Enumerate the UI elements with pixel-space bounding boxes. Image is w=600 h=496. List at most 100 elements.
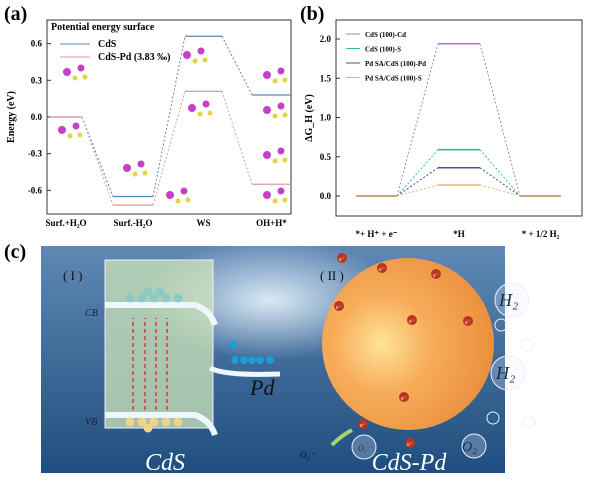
molecule-structure-icon: [166, 187, 191, 204]
reaction-arrow-icon: [330, 428, 353, 447]
electron-label: e⁻: [379, 267, 385, 273]
connector-line: [479, 43, 521, 197]
pd-atom: [231, 356, 239, 364]
electron-sphere: [125, 293, 135, 303]
x-tick-label-b: * + 1/2 H₂: [522, 229, 560, 239]
x-tick-label-a: Surf.-H₂O: [114, 218, 153, 228]
cds-pd-caption: CdS-Pd: [372, 450, 448, 476]
h2-label-1: H₂: [498, 290, 518, 310]
x-tick-label-a: OH+H*: [256, 218, 287, 228]
gas-bubble: [494, 282, 530, 318]
pd-atom: [256, 356, 264, 364]
pd-atom: [248, 356, 256, 364]
legend-label: Pd SA/CdS (100)-Pd: [365, 60, 426, 68]
y-tick-label-a: -0.6: [28, 185, 43, 195]
electron-sphere: [155, 287, 165, 297]
gas-bubble: [461, 433, 487, 459]
o2-label-2: O₂: [358, 444, 367, 453]
electron-icon: e⁻: [405, 438, 415, 448]
electron-sphere: [137, 293, 147, 303]
small-bubble: [494, 318, 508, 332]
molecule-structure-icon: [263, 102, 288, 119]
electron-label: e⁻: [339, 257, 345, 263]
legend-label: CdS-Pd (3.83 ‰): [98, 52, 171, 63]
vb-label: VB: [85, 417, 97, 428]
electron-sphere: [173, 293, 183, 303]
electron-label: e⁻: [465, 320, 471, 326]
molecule-structure-icon: [183, 47, 208, 64]
connector-line: [479, 184, 521, 197]
connector-line: [152, 91, 186, 206]
gas-bubble: [351, 434, 377, 460]
molecule-structure-icon: [263, 147, 288, 164]
hole-sphere: [149, 417, 159, 427]
connector-line: [396, 184, 439, 197]
y-tick-label-b: 2.0: [320, 34, 332, 44]
stage-1-label: ( I ): [63, 268, 83, 283]
hole-sphere: [161, 417, 171, 427]
electron-sphere: [161, 293, 171, 303]
legend-label: Pd SA/CdS (100)-S: [365, 75, 422, 83]
connector-line: [152, 36, 186, 197]
y-axis-label-b: ΔG_H (eV): [304, 94, 315, 142]
electron-icon: e⁻: [334, 301, 344, 311]
x-tick-label-b: *H: [453, 229, 465, 239]
electron-sphere: [149, 293, 159, 303]
electron-icon: e⁻: [407, 315, 417, 325]
electron-label: e⁻: [409, 319, 415, 325]
connector-line: [396, 167, 439, 197]
electron-icon: e⁻: [377, 263, 387, 273]
molecule-structure-icon: [263, 187, 288, 204]
x-tick-label-b: *+ H⁺ + e⁻: [355, 229, 397, 239]
panel-label-c: (c): [4, 241, 26, 263]
y-tick-label-b: 1.5: [320, 73, 332, 83]
connector-line: [221, 91, 253, 185]
y-tick-label-b: 0.0: [320, 191, 332, 201]
cb-label: CB: [85, 308, 98, 319]
hole-sphere: [137, 417, 147, 427]
hole-sphere: [125, 417, 135, 427]
molecule-structure-icon: [58, 122, 83, 139]
pd-atom: [229, 341, 237, 349]
hole-sphere: [143, 423, 153, 433]
band-edges: [105, 302, 218, 437]
electron-icon: e⁻: [399, 392, 409, 402]
pd-level: [208, 365, 281, 377]
connector-line: [396, 149, 439, 197]
hole-sphere: [173, 417, 183, 427]
electron-icon: e⁻: [431, 269, 441, 279]
y-tick-label-a: 0.0: [31, 112, 43, 122]
electron-label: e⁻: [407, 442, 413, 448]
stage-2-label: ( II ): [320, 268, 344, 283]
panel-label-b: (b): [300, 3, 324, 25]
electron-icon: e⁻: [463, 316, 473, 326]
superoxide-label: O₂⁻: [300, 450, 316, 460]
electron-sphere: [143, 287, 153, 297]
y-tick-label-a: -0.3: [28, 149, 43, 159]
cds-crystal-box: [104, 259, 214, 429]
legend-label: CdS: [98, 39, 117, 50]
pd-atom: [266, 356, 274, 364]
molecule-structure-icon: [63, 64, 88, 81]
h2-label-2: H₂: [495, 363, 515, 383]
electron-label: e⁻: [433, 273, 439, 279]
molecule-structure-icon: [123, 160, 148, 177]
y-tick-label-b: 1.0: [320, 113, 332, 123]
electron-label: e⁻: [401, 396, 407, 402]
legend-label: CdS (100)-S: [365, 46, 401, 54]
molecule-structure-icon: [188, 100, 213, 117]
legend-label: CdS (100)-Cd: [365, 31, 406, 39]
chart-title-a: Potential energy surface: [51, 22, 155, 33]
x-tick-label-a: Surf.+H₂O: [45, 218, 86, 228]
panel-label-a: (a): [4, 3, 27, 25]
electron-label: e⁻: [336, 305, 342, 311]
y-tick-label-b: 0.5: [320, 152, 332, 162]
gas-bubble: [490, 355, 526, 391]
electron-icon: e⁻: [337, 253, 347, 263]
connector-line: [479, 167, 521, 197]
small-bubble: [522, 415, 536, 429]
connector-line: [221, 36, 253, 96]
y-tick-label-a: 0.6: [31, 39, 43, 49]
o2-label-1: O₂: [462, 440, 477, 455]
x-tick-label-a: WS: [196, 218, 210, 228]
